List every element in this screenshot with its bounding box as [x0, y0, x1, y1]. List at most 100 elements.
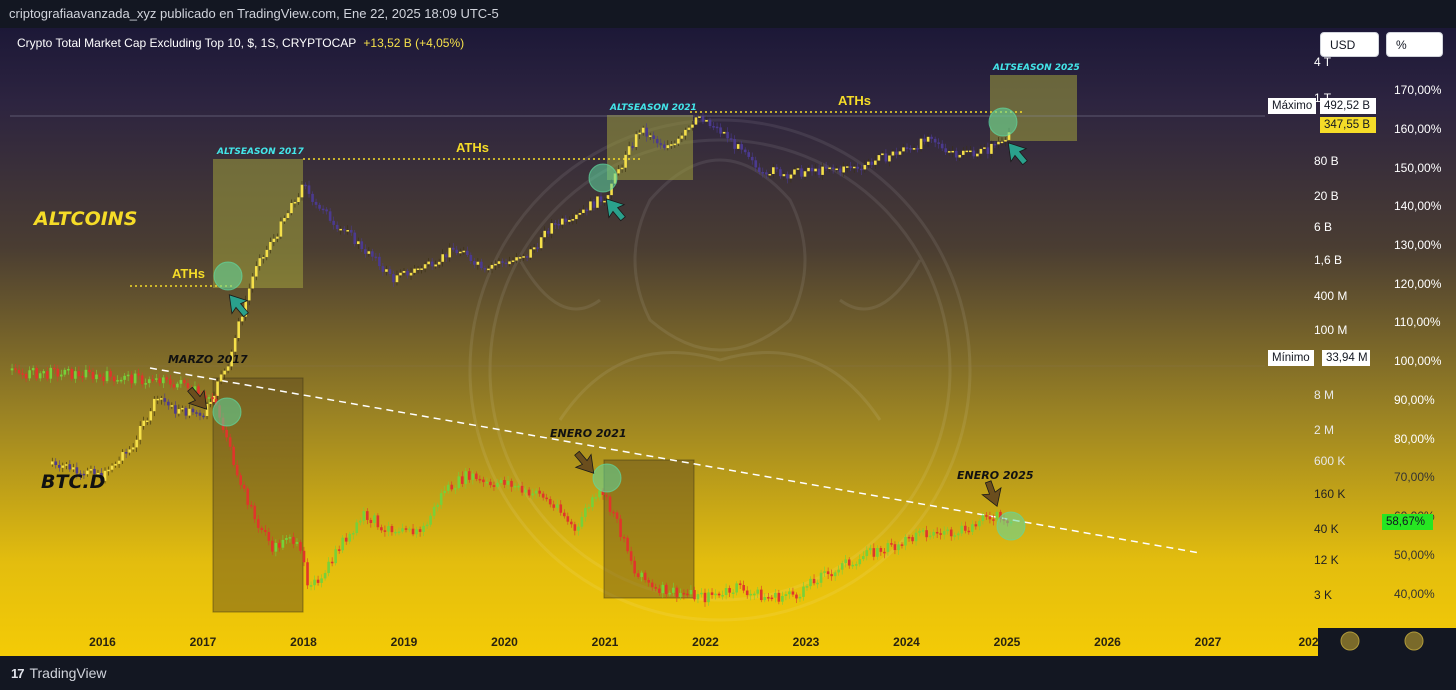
btcd-candle — [654, 587, 658, 589]
altcoin-candle — [110, 465, 114, 470]
altcoin-candle — [276, 236, 279, 239]
altcoin-candle — [508, 261, 511, 265]
altcoin-candle — [821, 166, 824, 175]
btcd-candle — [707, 592, 710, 603]
altcoin-candle — [859, 168, 863, 171]
btcd-candle — [323, 572, 327, 579]
altcoin-candle — [247, 288, 251, 301]
altcoin-candle — [265, 249, 269, 258]
altcoin-candle — [856, 166, 860, 169]
altcoin-candle — [251, 276, 255, 289]
altcoin-candle — [258, 258, 262, 267]
altcoin-candle — [803, 171, 807, 177]
altcoin-candle — [845, 166, 849, 168]
btcd-candle — [946, 529, 950, 532]
btcd-candle — [710, 592, 714, 595]
btcd-candle — [355, 522, 359, 533]
altcoin-candle — [789, 174, 793, 179]
btcd-candle — [633, 560, 636, 574]
altcoin-candle — [138, 425, 142, 440]
altcoin-candle — [240, 316, 244, 322]
btcd-candle — [598, 490, 601, 498]
altcoin-candle — [254, 266, 258, 277]
btcd-candle — [963, 525, 967, 531]
altcoin-candle — [560, 218, 564, 225]
altcoin-candle — [152, 398, 156, 412]
btcd-candle — [56, 368, 60, 377]
btcd-candle — [717, 593, 721, 596]
btcd-candle — [77, 371, 81, 377]
altcoin-axis-tick: 1,6 B — [1314, 253, 1342, 267]
btcd-candle — [485, 481, 489, 484]
altcoin-candle — [328, 211, 332, 221]
btcd-candle — [278, 542, 281, 548]
altcoin-candle — [757, 167, 761, 173]
x-axis-tick: 202 — [1298, 635, 1318, 649]
btcd-candle — [854, 564, 858, 566]
btcd-candle — [650, 582, 654, 588]
btcd-candle — [52, 367, 56, 370]
circle-ath-2017 — [588, 163, 618, 193]
btcd-candle — [394, 531, 397, 534]
btcd-candle — [791, 591, 795, 595]
btcd-candle — [316, 579, 320, 583]
percent-scale-button[interactable]: % — [1386, 32, 1443, 57]
altcoin-candle — [117, 460, 121, 464]
btcd-axis-tick: 80,00% — [1394, 432, 1435, 446]
btcd-candle — [591, 497, 594, 507]
currency-usd-button[interactable]: USD — [1320, 32, 1379, 57]
btcd-candle — [341, 537, 344, 551]
altcoin-candle — [188, 408, 191, 416]
altcoin-candle — [346, 230, 350, 232]
altcoin-axis-tick: 160 K — [1314, 487, 1345, 501]
btcd-axis-tick: 120,00% — [1394, 277, 1442, 291]
btcd-candle — [401, 528, 404, 532]
btcd-candle — [531, 493, 534, 496]
altcoin-candle — [754, 160, 758, 168]
btcd-candle — [865, 550, 869, 557]
btcd-candle — [376, 515, 380, 528]
btcd-candle — [45, 371, 49, 379]
altcoin-candle — [895, 151, 898, 155]
altcoin-axis-tick: 20 B — [1314, 189, 1339, 203]
altcoin-candle — [466, 250, 469, 255]
btcd-candle — [823, 571, 826, 573]
x-axis-tick: 2022 — [692, 635, 719, 649]
btcd-candle — [679, 592, 682, 598]
altcoin-candle — [775, 167, 779, 170]
btcd-candle — [858, 559, 862, 565]
altcoin-candle — [687, 127, 691, 130]
altcoin-candle — [965, 150, 969, 153]
btcd-candle — [169, 379, 172, 385]
altcoin-candle — [342, 228, 346, 231]
altcoin-candle — [666, 145, 670, 149]
altcoin-candle — [585, 209, 589, 212]
x-axis-tick: 2020 — [491, 635, 518, 649]
altcoin-candle — [518, 257, 522, 259]
btcd-candle — [91, 372, 95, 380]
btcd-trendline — [149, 367, 1201, 554]
btcd-candle — [605, 494, 608, 497]
btcd-candle — [17, 369, 21, 374]
altcoin-candle — [944, 148, 947, 153]
btcd-candle — [812, 578, 816, 584]
btcd-candle — [661, 584, 665, 594]
altcoin-candle — [349, 230, 353, 233]
min-value-tag: 33,94 M — [1322, 350, 1370, 366]
btcd-axis-tick: 110,00% — [1394, 315, 1441, 329]
altcoin-candle — [814, 168, 817, 172]
btcd-candle — [918, 530, 921, 533]
btcd-candle — [123, 375, 126, 380]
altcoin-candle — [765, 172, 768, 175]
altcoin-candle — [831, 167, 835, 170]
min-label-tag: Mínimo — [1268, 350, 1314, 366]
btcd-candle — [847, 559, 851, 566]
altcoin-candle — [416, 268, 420, 271]
altcoin-candle — [487, 268, 490, 271]
btcd-candle — [559, 504, 563, 513]
last-price-tag: 347,55 B — [1320, 117, 1376, 133]
altcoin-candle — [364, 249, 367, 254]
altcoin-candle — [564, 218, 568, 222]
btcd-candle — [700, 592, 703, 595]
